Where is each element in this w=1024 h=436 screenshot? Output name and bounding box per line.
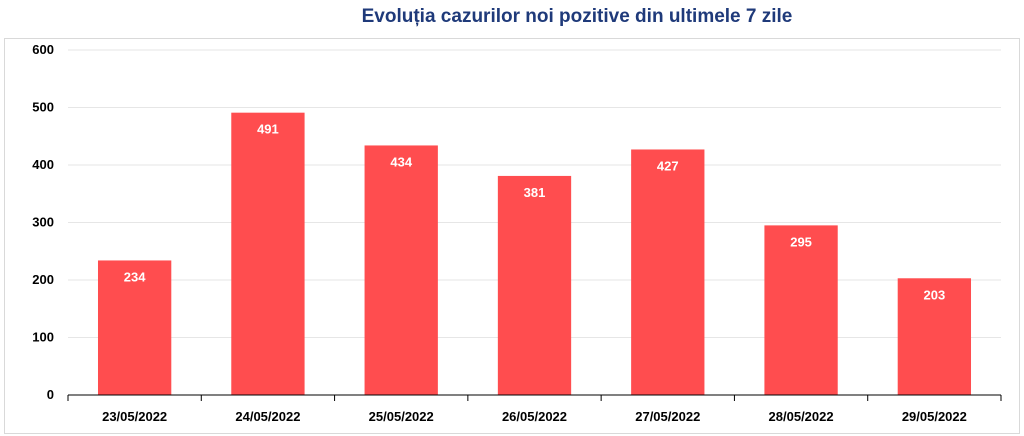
x-tick-label: 28/05/2022 <box>769 409 834 424</box>
x-tick-label: 26/05/2022 <box>502 409 567 424</box>
bar <box>364 145 438 395</box>
bar <box>897 278 972 395</box>
y-axis-ticks: 0 100 200 300 400 500 600 <box>32 42 54 402</box>
x-axis <box>67 394 1002 401</box>
data-label: 295 <box>790 234 812 249</box>
data-labels: 234 491 434 381 427 295 203 <box>124 122 945 303</box>
data-label: 434 <box>390 154 412 169</box>
x-axis-labels: 23/05/2022 24/05/2022 25/05/2022 26/05/2022… <box>102 409 967 424</box>
y-tick-label: 0 <box>47 387 54 402</box>
bar <box>764 225 838 395</box>
y-tick-label: 200 <box>32 272 54 287</box>
bar <box>631 149 705 395</box>
chart-title: Evoluția cazurilor noi pozitive din ulti… <box>361 6 793 27</box>
data-label: 234 <box>124 269 146 284</box>
x-tick-label: 24/05/2022 <box>235 409 300 424</box>
bars <box>97 112 972 396</box>
chart-frame <box>4 38 1020 434</box>
bar <box>497 175 572 395</box>
y-tick-label: 500 <box>32 100 54 115</box>
bar <box>97 260 172 395</box>
y-tick-label: 400 <box>32 157 54 172</box>
data-label: 491 <box>257 122 279 137</box>
y-tick-label: 600 <box>32 42 54 57</box>
y-tick-label: 300 <box>32 215 54 230</box>
data-label: 381 <box>524 185 546 200</box>
data-label: 427 <box>657 158 679 173</box>
x-tick-label: 25/05/2022 <box>369 409 434 424</box>
x-tick-label: 23/05/2022 <box>102 409 167 424</box>
y-tick-label: 100 <box>32 330 54 345</box>
bar <box>231 112 305 396</box>
x-tick-label: 29/05/2022 <box>902 409 967 424</box>
data-label: 203 <box>924 287 946 302</box>
x-tick-label: 27/05/2022 <box>635 409 700 424</box>
